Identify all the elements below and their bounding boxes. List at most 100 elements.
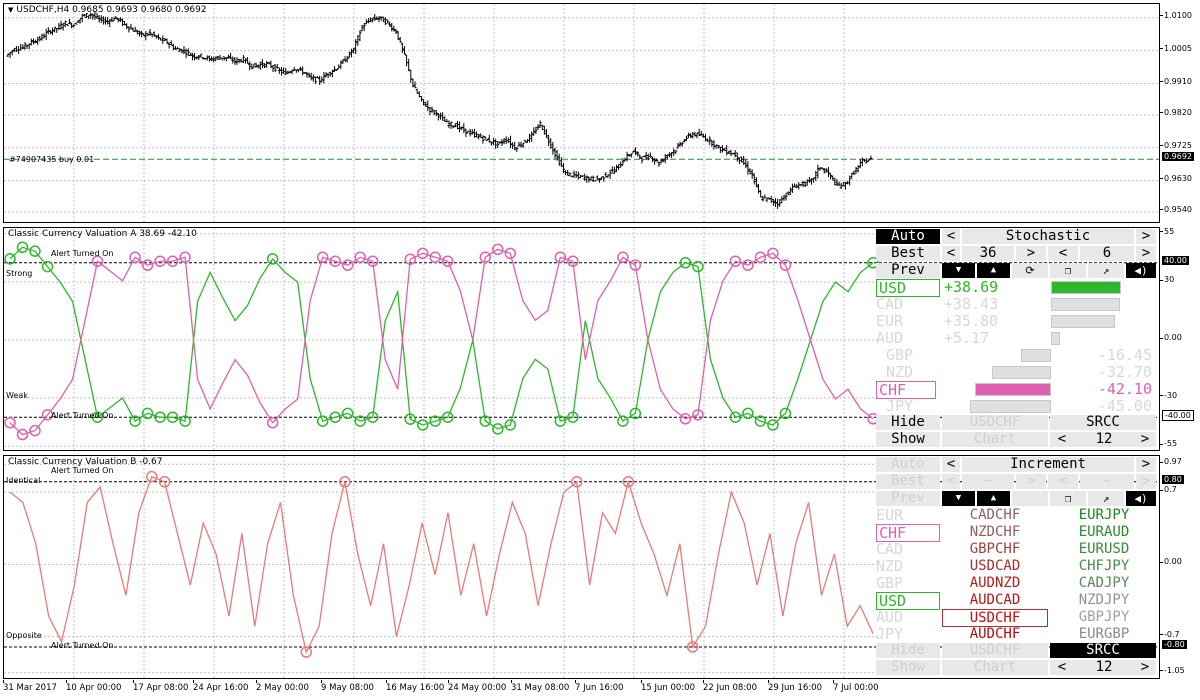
prev-method-button[interactable]: < bbox=[942, 457, 960, 472]
show-button[interactable]: Show bbox=[876, 660, 940, 675]
strength-bar bbox=[975, 383, 1051, 396]
cycle-icon[interactable]: ⟳ bbox=[1012, 263, 1048, 278]
collapse-triangle-icon[interactable]: ▼ bbox=[8, 6, 14, 14]
currency-name[interactable]: USD bbox=[876, 279, 940, 297]
currency-name[interactable]: CAD bbox=[876, 295, 904, 313]
usd-signal-marker bbox=[767, 419, 779, 431]
currency-name[interactable]: AUD bbox=[876, 329, 904, 347]
period-decrease-button[interactable]: < bbox=[942, 474, 960, 489]
prev-method-button[interactable]: < bbox=[942, 229, 960, 244]
currency-name[interactable]: JPY bbox=[886, 397, 914, 415]
arrow-up-icon[interactable]: ▲ bbox=[977, 263, 1010, 278]
pair-name[interactable]: AUDCAD bbox=[969, 592, 1021, 608]
count-increase-button[interactable]: > bbox=[1134, 660, 1156, 675]
chart-line-icon[interactable]: ↗ bbox=[1088, 491, 1124, 506]
indicator-b-axis[interactable]: 0.97 0.7 0.00 -0.7 -1.05 0.80 -0.80 bbox=[1160, 455, 1200, 679]
smooth-decrease-button[interactable]: < bbox=[1048, 474, 1078, 489]
indicator-a-axis[interactable]: 55 30 0.00 -30 -55 40.00 -40.00 bbox=[1159, 227, 1200, 451]
pair-name[interactable]: EURJPY bbox=[1078, 507, 1130, 523]
pair-name[interactable]: NZDJPY bbox=[1078, 592, 1130, 608]
arrow-down-icon[interactable]: ▼ bbox=[942, 263, 975, 278]
chart-button[interactable]: Chart bbox=[942, 660, 1048, 675]
pair-name[interactable]: EURAUD bbox=[1078, 524, 1130, 540]
arrow-down-icon[interactable]: ▼ bbox=[942, 491, 975, 506]
pair-name[interactable]: CHFJPY bbox=[1078, 558, 1130, 574]
best-button[interactable]: Best bbox=[876, 474, 940, 489]
period-increase-button[interactable]: > bbox=[1016, 474, 1046, 489]
prev-button[interactable]: Prev bbox=[876, 263, 940, 278]
pair-name[interactable]: GBPCHF bbox=[969, 541, 1021, 557]
pair-name[interactable]: EURUSD bbox=[1078, 541, 1130, 557]
pair-name[interactable]: CADJPY bbox=[1078, 575, 1130, 591]
count-decrease-button[interactable]: < bbox=[1050, 432, 1074, 447]
currency-name[interactable]: NZD bbox=[886, 363, 914, 381]
count-decrease-button[interactable]: < bbox=[1050, 660, 1074, 675]
currency-name[interactable]: GBP bbox=[886, 346, 914, 364]
indicator-b-tick-label: 0.7 bbox=[1160, 485, 1177, 495]
prev-button[interactable]: Prev bbox=[876, 491, 940, 506]
strength-bar bbox=[1051, 298, 1121, 311]
count-increase-button[interactable]: > bbox=[1134, 432, 1156, 447]
time-axis-label: 22 Jun 08:00 bbox=[703, 680, 757, 693]
smooth-decrease-button[interactable]: < bbox=[1048, 246, 1078, 261]
time-axis[interactable]: 31 Mar 2017 10 Apr 00:00 17 Apr 08:00 24 Ap… bbox=[3, 680, 1160, 699]
pair-name[interactable]: GBPJPY bbox=[1078, 609, 1130, 625]
pair-name[interactable]: NZDCHF bbox=[969, 524, 1021, 540]
method-code-button[interactable]: SRCC bbox=[1050, 415, 1156, 430]
currency-name[interactable]: CHF bbox=[876, 381, 936, 399]
method-code-button[interactable]: SRCC bbox=[1050, 643, 1156, 658]
currency-name[interactable]: NZD bbox=[876, 557, 904, 575]
speaker-icon[interactable]: ◀) bbox=[1126, 491, 1156, 506]
usd-signal-marker bbox=[504, 419, 517, 431]
symbol-button[interactable]: USDCHF bbox=[942, 415, 1048, 430]
period-increase-button[interactable]: > bbox=[1016, 246, 1046, 261]
smooth-value: 6 bbox=[1080, 246, 1134, 261]
indicator-a-canvas[interactable] bbox=[4, 228, 1160, 451]
symbol-button[interactable]: USDCHF bbox=[942, 643, 1048, 658]
currency-name[interactable]: EUR bbox=[876, 312, 904, 330]
order-label[interactable]: #74907435 buy 0.01 bbox=[9, 155, 95, 164]
auto-button[interactable]: Auto bbox=[876, 229, 940, 244]
auto-button[interactable]: Auto bbox=[876, 457, 940, 472]
currency-name[interactable]: CHF bbox=[876, 524, 940, 542]
hide-button[interactable]: Hide bbox=[876, 643, 940, 658]
best-button[interactable]: Best bbox=[876, 246, 940, 261]
speaker-icon[interactable]: ◀) bbox=[1126, 263, 1156, 278]
pair-name[interactable]: CADCHF bbox=[969, 507, 1021, 523]
indicator-b-canvas[interactable] bbox=[4, 456, 1160, 679]
pair-name[interactable]: AUDNZD bbox=[969, 575, 1021, 591]
smooth-increase-button[interactable]: > bbox=[1136, 246, 1156, 261]
weak-label: Weak bbox=[6, 391, 28, 400]
price-axis[interactable]: 1.0100 1.0005 0.9910 0.9820 0.9725 0.9630 0.95… bbox=[1160, 3, 1200, 223]
currency-name[interactable]: GBP bbox=[876, 574, 904, 592]
currency-name[interactable]: CAD bbox=[876, 540, 904, 558]
pair-name[interactable]: AUDCHF bbox=[969, 626, 1021, 642]
strength-bar bbox=[992, 366, 1051, 379]
pair-name[interactable]: EURGBP bbox=[1078, 626, 1130, 642]
cycle-icon[interactable] bbox=[1012, 491, 1048, 506]
chf-signal-marker bbox=[141, 259, 154, 271]
identical-label: Identical bbox=[6, 476, 41, 485]
smooth-increase-button[interactable]: > bbox=[1136, 474, 1156, 489]
alert-label-upper: Alert Turned On bbox=[51, 249, 114, 258]
pair-name[interactable]: USDCAD bbox=[969, 558, 1021, 574]
panel-a-row-hide: Hide USDCHF SRCC bbox=[876, 414, 1158, 431]
currency-name[interactable]: EUR bbox=[876, 506, 904, 524]
next-method-button[interactable]: > bbox=[1136, 229, 1156, 244]
window-icon[interactable]: ❐ bbox=[1050, 491, 1086, 506]
currency-name[interactable]: USD bbox=[876, 592, 940, 610]
currency-name[interactable]: JPY bbox=[876, 625, 904, 643]
chart-button[interactable]: Chart bbox=[942, 432, 1048, 447]
arrow-up-icon[interactable]: ▲ bbox=[977, 491, 1010, 506]
price-chart-pane[interactable]: ▼ USDCHF,H4 0.9685 0.9693 0.9680 0.9692 #… bbox=[3, 3, 1160, 223]
hide-button[interactable]: Hide bbox=[876, 415, 940, 430]
pair-name[interactable]: USDCHF bbox=[942, 609, 1048, 627]
show-button[interactable]: Show bbox=[876, 432, 940, 447]
period-decrease-button[interactable]: < bbox=[942, 246, 960, 261]
price-chart-canvas[interactable] bbox=[4, 4, 1160, 223]
currency-name[interactable]: AUD bbox=[876, 608, 904, 626]
window-icon[interactable]: ❐ bbox=[1050, 263, 1086, 278]
next-method-button[interactable]: > bbox=[1136, 457, 1156, 472]
chart-line-icon[interactable]: ↗ bbox=[1088, 263, 1124, 278]
currency-value: -32.70 bbox=[1097, 363, 1152, 381]
